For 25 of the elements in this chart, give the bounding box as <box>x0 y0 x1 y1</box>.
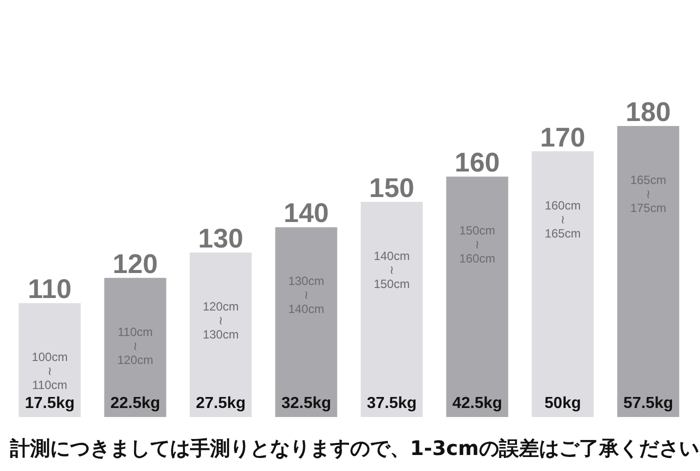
data-label: 170 <box>540 122 586 152</box>
x-tick-label: 22.5kg <box>110 395 160 412</box>
annotation: 150cm ≀ 160cm <box>459 224 496 266</box>
data-label: 120 <box>112 248 158 279</box>
data-label: 180 <box>626 97 671 127</box>
x-tick-label: 37.5kg <box>366 395 417 412</box>
data-label: 160 <box>454 148 500 178</box>
data-label: 130 <box>198 224 244 254</box>
x-tick-label: 32.5kg <box>281 395 332 412</box>
data-label: 110 <box>28 274 72 304</box>
x-tick-label: 57.5kg <box>623 395 674 412</box>
x-tick-label: 50kg <box>544 395 581 412</box>
annotation: 100cm ≀ 110cm <box>32 350 68 392</box>
annotation: 130cm ≀ 140cm <box>288 274 324 316</box>
annotation: 140cm ≀ 150cm <box>374 248 410 291</box>
x-tick-label: 27.5kg <box>196 395 246 412</box>
data-label: 150 <box>369 172 414 203</box>
annotation: 165cm ≀ 175cm <box>630 173 666 215</box>
data-label: 140 <box>284 198 329 228</box>
annotation: 160cm ≀ 165cm <box>544 198 581 240</box>
x-tick-label: 17.5kg <box>24 395 75 412</box>
text: 計測につきましては手測りとなりますので、1-3cmの誤差はご了承ください <box>10 436 699 460</box>
x-tick-label: 42.5kg <box>452 395 502 412</box>
annotation: 120cm ≀ 130cm <box>202 300 239 342</box>
annotation: 110cm ≀ 120cm <box>117 324 154 367</box>
